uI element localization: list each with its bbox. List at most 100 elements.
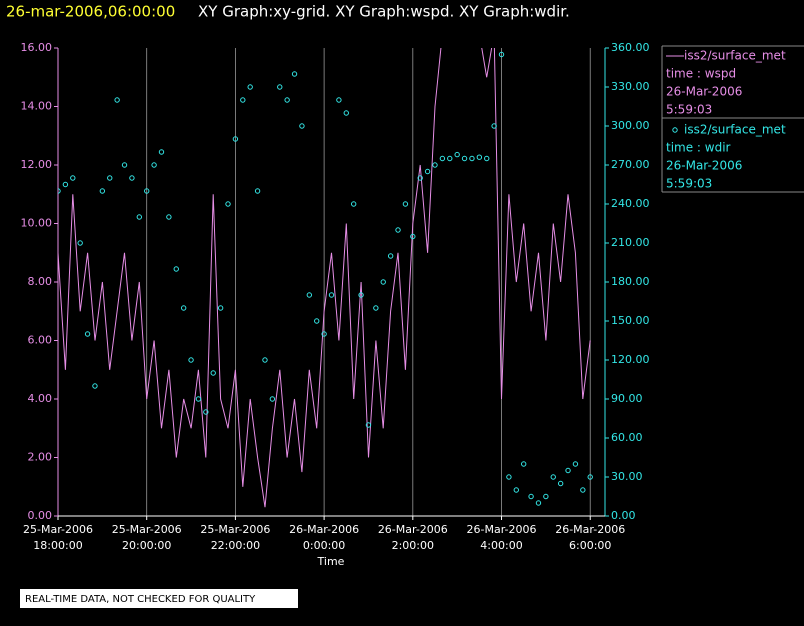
x-tick-label: 25-Mar-2006	[23, 523, 93, 536]
y-tick-label: 14.00	[21, 100, 53, 113]
wdir-point	[180, 305, 187, 311]
legend-detail: 5:59:03	[666, 177, 712, 191]
wdir-point	[299, 123, 305, 129]
wdir-point	[358, 292, 364, 298]
wdir-point	[321, 331, 327, 337]
wdir-point	[365, 422, 372, 428]
wdir-point	[580, 487, 586, 493]
wdir-point	[350, 201, 357, 207]
y2-tick-label: 60.00	[611, 431, 643, 444]
wdir-point	[439, 155, 446, 162]
legend-detail: time : wdir	[666, 141, 731, 155]
y-tick-label: 8.00	[28, 275, 53, 288]
wspd-line	[58, 48, 591, 508]
wdir-point	[306, 292, 313, 298]
wdir-point	[402, 201, 409, 207]
y2-tick-label: 90.00	[611, 392, 643, 405]
wdir-point	[84, 331, 91, 337]
x-tick-label: 2:00:00	[392, 539, 434, 552]
wdir-point	[217, 305, 224, 311]
wdir-point	[70, 175, 76, 181]
wdir-point	[373, 305, 379, 311]
y-tick-label: 12.00	[21, 158, 53, 171]
y-tick-label: 6.00	[28, 334, 53, 347]
wdir-point	[447, 155, 453, 162]
wdir-point	[277, 84, 283, 90]
y2-tick-label: 210.00	[611, 236, 650, 249]
wdir-point	[461, 155, 468, 162]
y2-tick-label: 300.00	[611, 119, 650, 132]
y-tick-label: 2.00	[28, 451, 53, 464]
x-tick-label: 0:00:00	[303, 539, 345, 552]
plot-area	[58, 48, 593, 508]
wdir-point	[284, 97, 290, 103]
wdir-point	[173, 266, 179, 272]
wdir-point	[151, 162, 157, 168]
wdir-point	[225, 201, 231, 207]
wdir-point	[395, 227, 401, 233]
wdir-point	[121, 162, 128, 168]
wdir-point	[343, 110, 349, 116]
wdir-point	[262, 357, 268, 363]
x-tick-label: 25-Mar-2006	[200, 523, 270, 536]
wdir-point	[506, 474, 512, 480]
wdir-point	[254, 188, 261, 194]
legend-detail: time : wspd	[666, 67, 736, 81]
wdir-point	[203, 409, 209, 415]
x-tick-label: 26-Mar-2006	[378, 523, 448, 536]
wdir-point	[469, 155, 475, 162]
wdir-point	[572, 461, 579, 467]
legend-label: iss2/surface_met	[684, 49, 786, 63]
wdir-point	[158, 149, 165, 155]
y2-tick-label: 360.00	[611, 41, 650, 54]
y2-tick-label: 240.00	[611, 197, 650, 210]
wdir-point	[550, 474, 556, 480]
wdir-point	[166, 214, 172, 220]
wdir-point	[336, 97, 342, 103]
wdir-point	[129, 175, 135, 181]
wdir-point	[528, 493, 534, 500]
wdir-point	[240, 97, 246, 103]
legend-detail: 5:59:03	[666, 103, 712, 117]
wdir-point	[565, 467, 571, 474]
y-tick-label: 10.00	[21, 217, 53, 230]
wdir-point	[195, 396, 202, 402]
x-tick-label: 26-Mar-2006	[289, 523, 359, 536]
wdir-point	[210, 370, 216, 376]
wdir-point	[520, 461, 527, 467]
wdir-point	[62, 181, 69, 188]
x-tick-label: 20:00:00	[122, 539, 171, 552]
note-box	[20, 589, 298, 608]
y2-tick-label: 150.00	[611, 314, 650, 327]
wdir-point	[587, 474, 593, 480]
legend-swatch	[672, 127, 678, 133]
wdir-point	[77, 240, 83, 246]
wdir-point	[543, 493, 549, 500]
legend-label: iss2/surface_met	[684, 123, 786, 137]
x-tick-label: 26-Mar-2006	[555, 523, 625, 536]
wdir-point	[484, 155, 490, 162]
wdir-point	[476, 154, 483, 160]
x-axis-label: Time	[317, 555, 345, 568]
wdir-point	[92, 383, 98, 389]
wdir-point	[269, 396, 276, 402]
y-tick-label: 4.00	[28, 392, 53, 405]
wdir-point	[491, 123, 497, 129]
x-tick-label: 6:00:00	[569, 539, 611, 552]
wdir-point	[136, 214, 143, 220]
wdir-point	[114, 97, 120, 103]
y2-tick-label: 330.00	[611, 80, 650, 93]
wdir-point	[232, 136, 239, 142]
y-tick-label: 16.00	[21, 41, 53, 54]
y2-tick-label: 180.00	[611, 275, 650, 288]
wdir-point	[498, 51, 505, 58]
note: REAL-TIME DATA, NOT CHECKED FOR QUALITY	[25, 594, 256, 605]
y2-tick-label: 120.00	[611, 353, 650, 366]
wdir-point	[107, 175, 113, 181]
wdir-point	[387, 253, 394, 259]
wdir-point	[314, 318, 320, 324]
wdir-point	[513, 487, 519, 493]
wdir-point	[410, 233, 416, 240]
x-tick-label: 25-Mar-2006	[112, 523, 182, 536]
wdir-point	[432, 162, 438, 168]
